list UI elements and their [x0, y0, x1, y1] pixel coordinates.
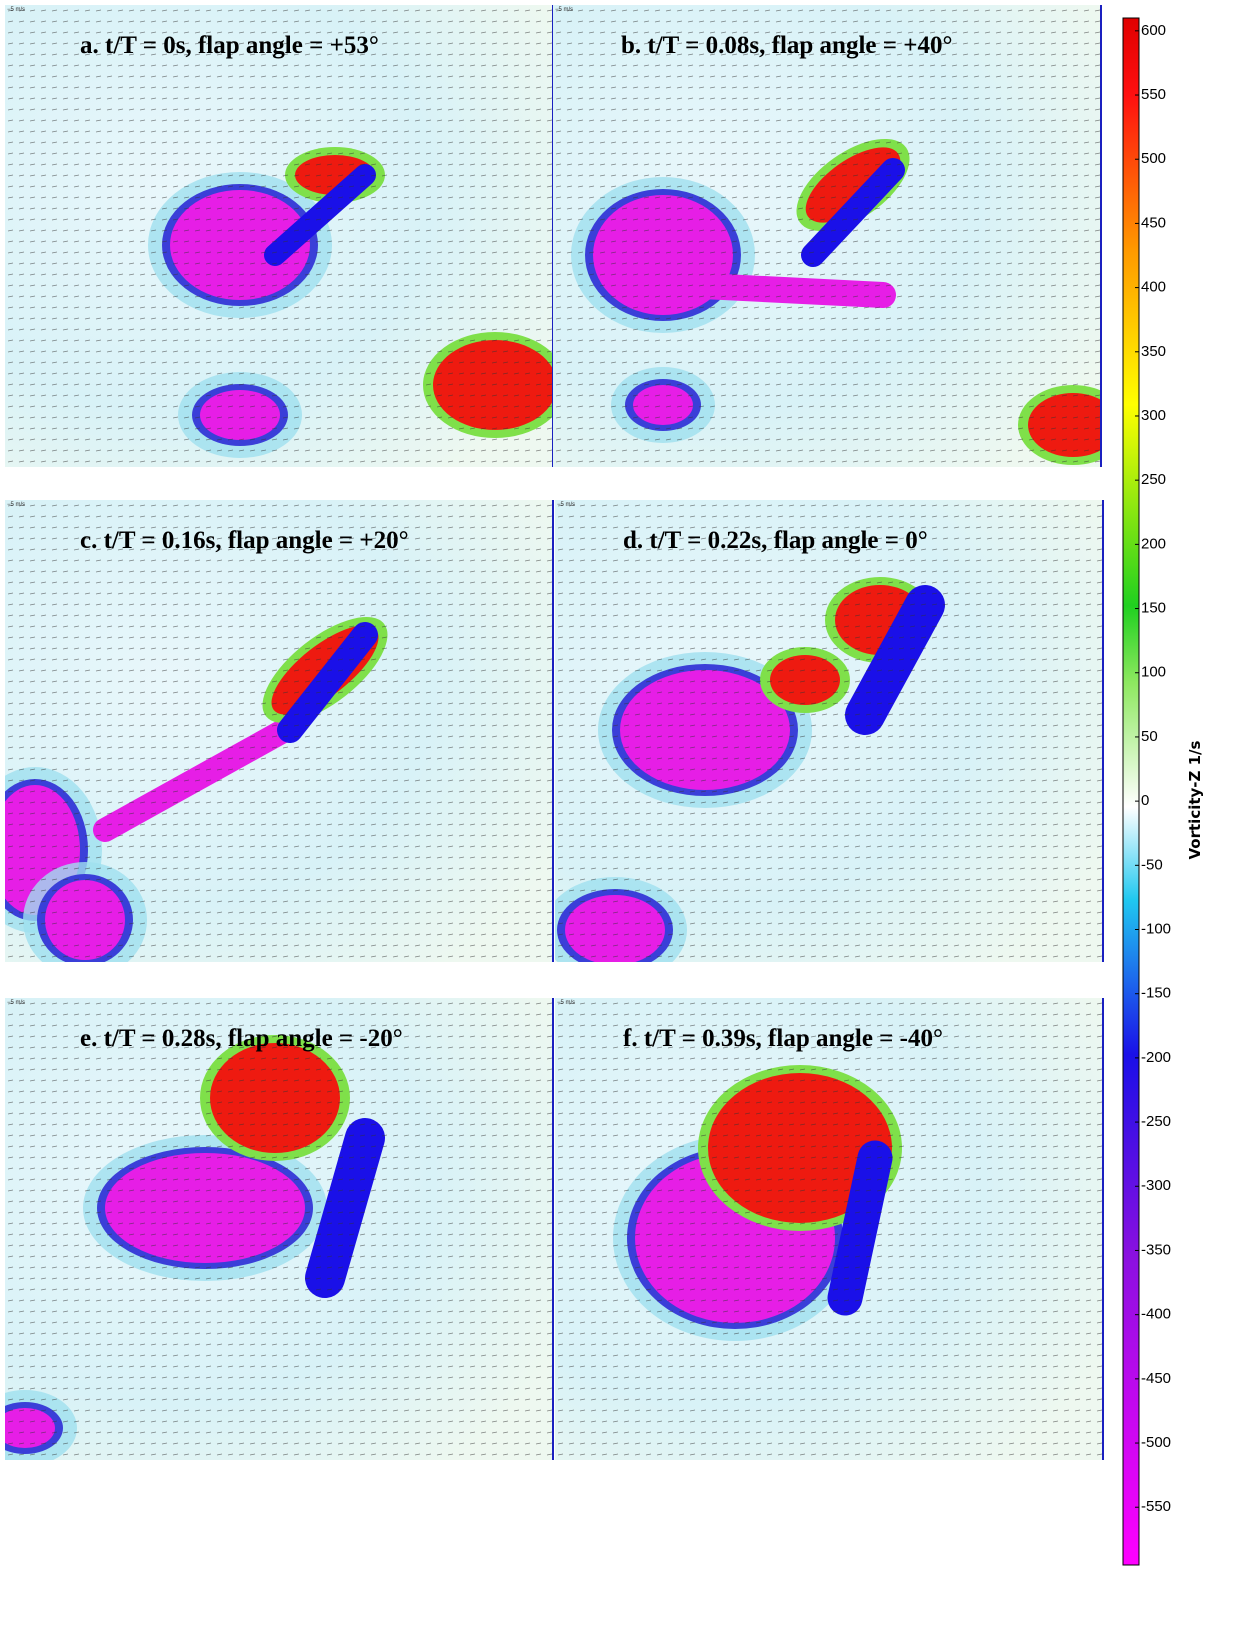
colorbar-tick-label: 0 — [1141, 792, 1149, 809]
scale-label: −5 m/s — [7, 502, 25, 508]
colorbar-tick-label: 400 — [1141, 279, 1166, 296]
field — [5, 5, 553, 467]
colorbar-tick-label: 350 — [1141, 343, 1166, 360]
colorbar-tick-label: 600 — [1141, 22, 1166, 39]
colorbar-tick-label: 500 — [1141, 150, 1166, 167]
field — [553, 5, 1101, 467]
scale-label: −5 m/s — [7, 7, 25, 13]
scale-label: −5 m/s — [557, 1000, 575, 1006]
vectors — [5, 998, 553, 1460]
panel-title: d. t/T = 0.22s, flap angle = 0° — [623, 527, 928, 554]
colorbar-label: Vorticity-Z 1/s — [1186, 740, 1204, 859]
colorbar-tick-label: -550 — [1141, 1498, 1171, 1515]
colorbar-tick-label: -200 — [1141, 1049, 1171, 1066]
panel: −5 m/s a. t/T = 0s, flap angle = +53° — [5, 5, 554, 467]
field — [555, 998, 1103, 1460]
colorbar-tick-label: -500 — [1141, 1434, 1171, 1451]
scale-label: −5 m/s — [7, 1000, 25, 1006]
vectors — [553, 5, 1101, 467]
colorbar-tick-label: -350 — [1141, 1241, 1171, 1258]
panel: −5 m/s b. t/T = 0.08s, flap angle = +40° — [553, 5, 1102, 467]
panel: −5 m/s e. t/T = 0.28s, flap angle = -20° — [5, 998, 554, 1460]
colorbar-tick-label: 150 — [1141, 600, 1166, 617]
colorbar-tick-label: 450 — [1141, 214, 1166, 231]
panel: −5 m/s c. t/T = 0.16s, flap angle = +20° — [5, 500, 554, 962]
colorbar-tick-label: -400 — [1141, 1306, 1171, 1323]
scale-label: −5 m/s — [557, 502, 575, 508]
scale-label: −5 m/s — [555, 7, 573, 13]
colorbar-tick-label: 300 — [1141, 407, 1166, 424]
field — [555, 500, 1103, 962]
vectors — [5, 500, 553, 962]
colorbar-tick-label: 50 — [1141, 728, 1158, 745]
colorbar-tick-label: 250 — [1141, 471, 1166, 488]
panel-title: f. t/T = 0.39s, flap angle = -40° — [623, 1025, 943, 1052]
panel-title: e. t/T = 0.28s, flap angle = -20° — [80, 1025, 403, 1052]
panel-title: b. t/T = 0.08s, flap angle = +40° — [621, 32, 952, 59]
vectors — [555, 998, 1103, 1460]
colorbar-tick-label: 550 — [1141, 86, 1166, 103]
field — [5, 500, 553, 962]
panel: −5 m/s d. t/T = 0.22s, flap angle = 0° — [555, 500, 1104, 962]
colorbar-tick-label: -450 — [1141, 1370, 1171, 1387]
colorbar-tick-label: -100 — [1141, 920, 1171, 937]
colorbar-tick-label: -50 — [1141, 856, 1163, 873]
panel-title: a. t/T = 0s, flap angle = +53° — [80, 32, 379, 59]
colorbar-tick-label: -300 — [1141, 1177, 1171, 1194]
vectors — [555, 500, 1103, 962]
colorbar-tick-label: -150 — [1141, 985, 1171, 1002]
vectors — [5, 5, 553, 467]
colorbar-tick-label: 100 — [1141, 664, 1166, 681]
panel: −5 m/s f. t/T = 0.39s, flap angle = -40° — [555, 998, 1104, 1460]
panel-title: c. t/T = 0.16s, flap angle = +20° — [80, 527, 409, 554]
colorbar-tick-label: -250 — [1141, 1113, 1171, 1130]
field — [5, 998, 553, 1460]
colorbar-tick-label: 200 — [1141, 535, 1166, 552]
colorbar — [1122, 17, 1140, 1566]
